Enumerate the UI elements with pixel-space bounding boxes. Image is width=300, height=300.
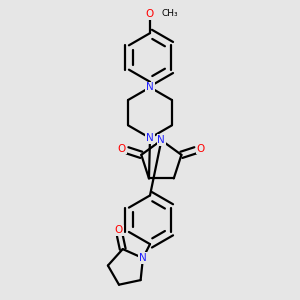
Text: O: O bbox=[146, 9, 154, 19]
Text: O: O bbox=[118, 143, 126, 154]
Text: N: N bbox=[146, 82, 154, 92]
Text: O: O bbox=[115, 225, 123, 236]
Text: N: N bbox=[146, 133, 154, 143]
Text: CH₃: CH₃ bbox=[162, 9, 178, 18]
Text: N: N bbox=[158, 135, 165, 145]
Text: O: O bbox=[197, 143, 205, 154]
Text: N: N bbox=[139, 253, 147, 263]
